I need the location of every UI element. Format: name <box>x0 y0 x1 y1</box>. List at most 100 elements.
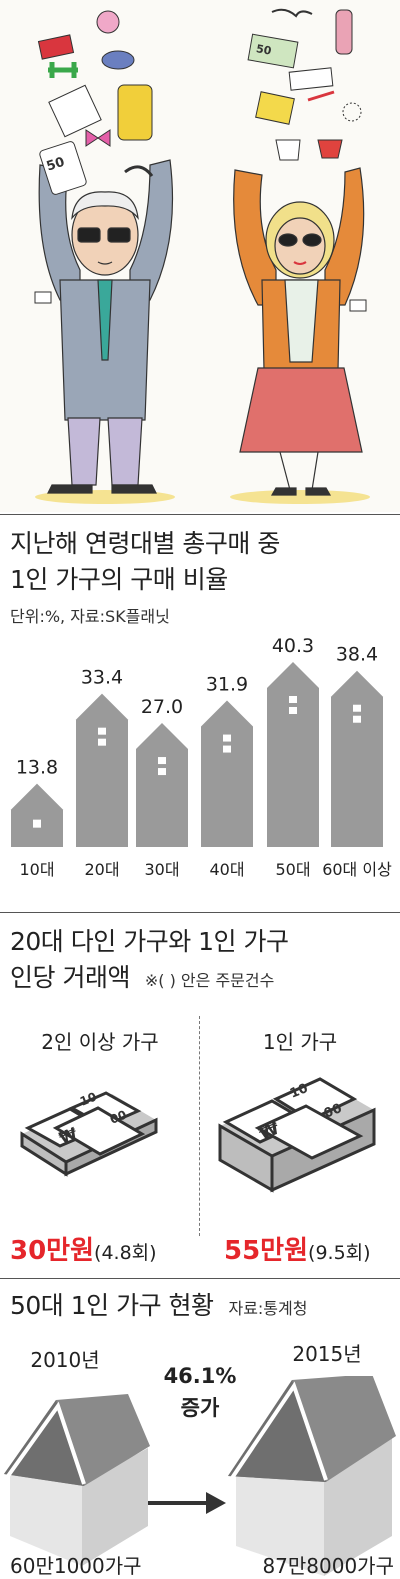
necklace-icon <box>342 102 362 122</box>
change-line2: 증가 <box>180 1396 220 1420</box>
bar-window-a-2 <box>158 757 166 765</box>
bar-window-a-1 <box>98 727 106 735</box>
chart3-source: 자료:통계청 <box>228 1299 308 1318</box>
right-props: 50 <box>247 8 367 312</box>
chart1-subtitle: 단위:%, 자료:SK플래닛 <box>10 607 170 626</box>
chart3-title-row: 50대 1인 가구 현황 자료:통계청 <box>10 1288 307 1327</box>
pen-icon <box>307 90 335 102</box>
man-figure <box>38 159 174 494</box>
bar-window-b-2 <box>158 768 166 776</box>
book-icon <box>288 67 334 91</box>
shoes-icon <box>275 139 301 161</box>
category-label-4: 50대 <box>275 860 310 879</box>
category-label-2: 30대 <box>144 860 179 879</box>
from-count: 60만1000가구 <box>10 1554 142 1578</box>
chart1-title-line2: 1인 가구의 구매 비율 <box>10 565 228 594</box>
credit-card-icon <box>34 291 52 304</box>
growth-arrow <box>148 1492 226 1514</box>
glasses-icon <box>271 8 313 18</box>
left-amount-row: 30만원(4.8회) <box>10 1230 157 1267</box>
house-2010 <box>4 1394 150 1566</box>
right-amount: 55만원 <box>224 1236 309 1266</box>
left-group-label: 2인 이상 가구 <box>41 1030 159 1054</box>
from-year: 2010년 <box>30 1348 100 1372</box>
illustration-svg: 50 50 <box>34 8 370 504</box>
chart3-section: 50대 1인 가구 현황 자료:통계청 2010년 2015년 46.1% 증가… <box>0 1280 400 1578</box>
bar-2 <box>136 723 188 847</box>
divider-3 <box>0 1278 400 1279</box>
chart2-note: ※( ) 안은 주문건수 <box>144 971 275 990</box>
left-calc-tag: 50 <box>45 155 67 175</box>
category-label-3: 40대 <box>209 860 244 879</box>
right-bill-00: 00 <box>322 1101 344 1122</box>
left-amount: 30만원 <box>10 1236 95 1266</box>
dumbbell-icon <box>48 62 78 78</box>
right-orders: (9.5회) <box>308 1242 371 1264</box>
bar-value-label-3: 31.9 <box>206 674 248 696</box>
laptop-icon <box>247 33 299 69</box>
bar-4 <box>267 662 319 847</box>
bar-window-b-3 <box>223 745 231 753</box>
house-2015 <box>228 1376 396 1576</box>
bow-tie-icon <box>85 129 111 147</box>
left-bill-00: 00 <box>108 1108 129 1127</box>
teacup-icon <box>317 139 343 159</box>
chart3-title: 50대 1인 가구 현황 <box>10 1291 214 1320</box>
right-laptop-tag: 50 <box>255 42 273 58</box>
chart1-title-line1: 지난해 연령대별 총구매 중 <box>10 529 280 558</box>
bar-window-b-1 <box>98 738 106 746</box>
gift-box-icon <box>37 34 75 60</box>
category-label-5: 60대 이상 <box>322 860 392 879</box>
bar-window-0 <box>33 819 41 828</box>
category-label-0: 10대 <box>19 860 54 879</box>
bar-5 <box>331 670 383 847</box>
chart1-section: 지난해 연령대별 총구매 중 1인 가구의 구매 비율 단위:%, 자료:SK플… <box>0 516 400 912</box>
bar-window-a-3 <box>223 734 231 742</box>
bar-value-label-1: 33.4 <box>81 667 123 689</box>
calculator-icon <box>39 141 87 195</box>
chart2-center-divider <box>199 1016 200 1236</box>
chart2-title-line2: 인당 거래액 <box>10 963 130 992</box>
divider-1 <box>0 514 400 515</box>
to-count: 87만8000가구 <box>262 1554 394 1578</box>
left-props: 50 <box>34 10 154 304</box>
bar-window-a-5 <box>353 704 361 712</box>
header-illustration: 50 50 <box>0 0 400 512</box>
left-orders: (4.8회) <box>94 1242 157 1264</box>
woman-figure <box>233 167 365 496</box>
chart2-title-row: 인당 거래액 ※( ) 안은 주문건수 <box>10 960 274 999</box>
notepad-icon <box>255 91 295 125</box>
right-floor-splash <box>230 490 370 504</box>
left-money-stack: 10 00 ₩ <box>20 1090 158 1177</box>
right-group-label: 1인 가구 <box>262 1030 338 1054</box>
left-won-sign: ₩ <box>56 1123 80 1147</box>
bar-value-label-0: 13.8 <box>16 757 58 779</box>
right-money-stack: 10 00 ₩ <box>218 1077 376 1193</box>
bar-window-b-5 <box>353 715 361 723</box>
bottle-icon <box>335 9 353 55</box>
houses-illustration <box>4 1376 396 1576</box>
bar-value-label-4: 40.3 <box>272 635 314 657</box>
to-year: 2015년 <box>292 1342 362 1366</box>
left-bill-10: 10 <box>78 1090 99 1109</box>
right-amount-row: 55만원(9.5회) <box>224 1230 371 1267</box>
bar-window-a-4 <box>289 696 297 703</box>
bar-1 <box>76 693 128 847</box>
money-illustrations: 10 00 ₩ 10 00 ₩ <box>20 1077 376 1193</box>
chart2-section: 20대 다인 가구와 1인 가구 인당 거래액 ※( ) 안은 주문건수 2인 … <box>0 914 400 1278</box>
category-label-1: 20대 <box>84 860 119 879</box>
hat-icon <box>101 50 135 70</box>
cupcake-icon <box>96 10 120 34</box>
receipt-icon <box>349 299 367 312</box>
suitcase-icon <box>117 84 153 141</box>
change-line1: 46.1% <box>163 1364 237 1388</box>
bar-value-label-2: 27.0 <box>141 696 183 718</box>
bar-0 <box>11 783 63 847</box>
chart1-plot: 13.8 10대 33.4 20대 27.0 30대 31.9 40대 40.3 50대 38.4 6… <box>11 635 392 879</box>
divider-2 <box>0 912 400 913</box>
headphones-icon <box>124 165 154 177</box>
bar-value-label-5: 38.4 <box>336 644 378 666</box>
bar-window-b-4 <box>289 707 297 714</box>
bar-3 <box>201 700 253 847</box>
camera-icon <box>48 84 102 138</box>
